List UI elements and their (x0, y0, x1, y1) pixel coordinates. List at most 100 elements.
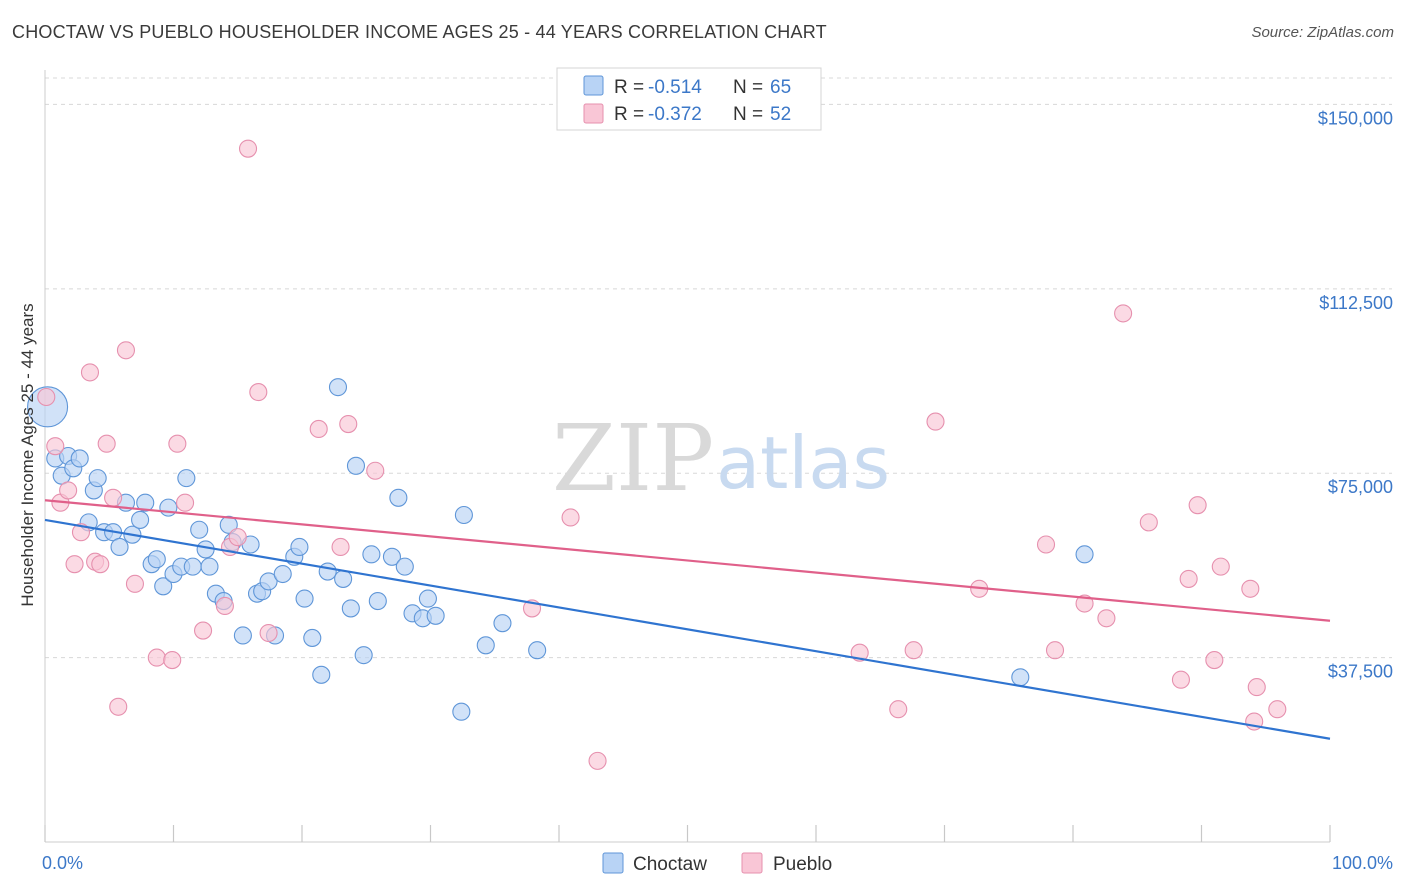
watermark-atlas: atlas (716, 421, 890, 505)
point-choctaw (328, 378, 348, 397)
point-pueblo (65, 555, 84, 574)
point-pueblo (366, 461, 385, 480)
watermark: ZIP atlas (552, 405, 890, 512)
point-pueblo (163, 651, 182, 670)
point-pueblo (1139, 513, 1158, 532)
legend-n-label-pueblo: N = (733, 104, 763, 125)
legend-r-label-choctaw: R = (614, 77, 644, 98)
point-pueblo (46, 437, 65, 456)
point-pueblo (71, 523, 91, 542)
point-choctaw (219, 515, 238, 534)
legend-r-value-choctaw: -0.514 (648, 77, 702, 98)
point-pueblo (80, 363, 100, 382)
point-choctaw (354, 646, 373, 665)
point-choctaw (312, 665, 331, 684)
point-pueblo (1179, 569, 1198, 588)
point-choctaw (88, 469, 107, 488)
bottom-legend-label-pueblo: Pueblo (773, 854, 832, 875)
source-credit: Source: ZipAtlas.com (1251, 24, 1394, 41)
point-pueblo (194, 621, 213, 640)
top-legend: R = -0.514 N = 65 R = -0.372 N = 52 (556, 67, 822, 131)
point-choctaw (131, 510, 150, 529)
point-pueblo (91, 555, 110, 574)
point-pueblo (904, 641, 923, 660)
point-choctaw (528, 641, 547, 660)
point-pueblo (228, 528, 247, 547)
point-pueblo (309, 419, 328, 439)
point-choctaw (346, 456, 366, 475)
point-choctaw (362, 545, 381, 564)
point-pueblo (1045, 641, 1065, 660)
point-pueblo (1268, 700, 1287, 719)
point-pueblo (588, 751, 607, 770)
point-pueblo (1075, 594, 1094, 613)
point-choctaw (196, 540, 215, 559)
y-tick-label: $37,500 (1328, 662, 1393, 682)
legend-swatch-choctaw (583, 75, 604, 96)
point-choctaw (136, 493, 155, 512)
point-pueblo (125, 574, 144, 593)
y-tick-label: $75,000 (1328, 477, 1393, 497)
trend-line-pueblo (44, 499, 1331, 622)
point-choctaw (1075, 545, 1094, 564)
legend-r-label-pueblo: R = (614, 104, 644, 125)
point-choctaw (295, 589, 314, 608)
x-tick-label-end: 100.0% (1332, 853, 1393, 873)
watermark-zip: ZIP (552, 405, 714, 512)
point-choctaw (426, 606, 445, 625)
bottom-legend-swatch-pueblo (741, 852, 763, 874)
point-choctaw (259, 572, 278, 591)
point-choctaw (303, 628, 322, 647)
point-pueblo (926, 412, 945, 431)
point-pueblo (1171, 670, 1190, 689)
legend-n-value-choctaw: 65 (770, 77, 791, 98)
point-choctaw (190, 520, 209, 539)
point-choctaw (70, 449, 89, 468)
point-choctaw (159, 498, 178, 517)
legend-n-label-choctaw: N = (733, 77, 763, 98)
trend-lines (44, 499, 1331, 740)
point-pueblo (116, 341, 136, 360)
point-choctaw (389, 488, 408, 507)
point-choctaw (273, 564, 292, 584)
point-pueblo (104, 488, 123, 507)
y-tick-label: $112,500 (1319, 293, 1393, 313)
trend-line-choctaw (44, 518, 1331, 740)
point-choctaw (177, 469, 196, 488)
point-choctaw (290, 537, 309, 557)
point-pueblo (249, 383, 268, 402)
axes: $37,500 $75,000 $112,500 $150,000 0.0% 100.0% (42, 70, 1393, 873)
point-pueblo (1241, 579, 1260, 598)
point-pueblo (1205, 651, 1224, 670)
point-pueblo (37, 387, 56, 407)
point-choctaw (318, 562, 337, 581)
point-choctaw (395, 557, 414, 576)
y-axis-label: Householder Income Ages 25 - 44 years (18, 303, 37, 606)
point-pueblo (1211, 557, 1230, 576)
point-pueblo (147, 648, 166, 667)
point-choctaw (154, 577, 173, 596)
point-choctaw (183, 557, 202, 576)
bottom-legend-swatch-choctaw (602, 852, 624, 874)
point-pueblo (561, 508, 580, 527)
point-pueblo (1247, 678, 1266, 697)
point-choctaw (233, 626, 252, 645)
y-tick-label: $150,000 (1318, 108, 1393, 128)
point-pueblo (1097, 609, 1116, 628)
point-pueblo (331, 537, 350, 557)
point-choctaw (452, 702, 471, 721)
point-pueblo (259, 623, 278, 643)
bottom-legend-label-choctaw: Choctaw (633, 854, 707, 875)
point-pueblo (1114, 304, 1133, 323)
point-pueblo (176, 493, 195, 512)
point-pueblo (339, 414, 358, 434)
point-choctaw (110, 537, 129, 557)
point-choctaw (454, 505, 473, 525)
chart-title: CHOCTAW VS PUEBLO HOUSEHOLDER INCOME AGE… (12, 22, 827, 42)
point-choctaw (476, 636, 495, 655)
point-choctaw (368, 592, 387, 611)
x-tick-label-start: 0.0% (42, 853, 83, 873)
point-choctaw (200, 557, 219, 576)
point-choctaw (147, 550, 166, 569)
